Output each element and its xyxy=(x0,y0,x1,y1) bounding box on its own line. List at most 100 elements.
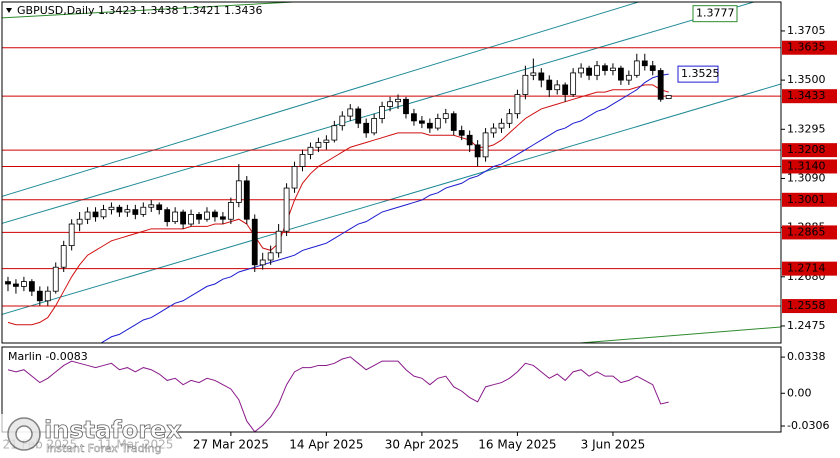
candle-body xyxy=(538,72,545,81)
candle-body xyxy=(450,113,457,131)
level-label: 1.2865 xyxy=(787,225,826,238)
y-tick-label: 1.3090 xyxy=(787,171,826,184)
y-tick-label: 1.3705 xyxy=(787,24,826,37)
candle-body xyxy=(180,211,187,225)
candle-body xyxy=(188,214,194,225)
candle-body xyxy=(20,281,27,287)
axes: 1.37051.35001.32951.30901.28851.26801.24… xyxy=(2,5,837,452)
candle-body xyxy=(347,108,354,117)
price-marker-label: 1.3777 xyxy=(696,7,735,20)
moving-average xyxy=(100,73,669,343)
candle-body xyxy=(578,67,584,74)
price-marker-box xyxy=(677,65,719,83)
candle-body xyxy=(602,65,608,71)
moving-average xyxy=(7,84,669,326)
candle-body xyxy=(44,290,51,302)
x-tick-label: 3 Jun 2025 xyxy=(581,438,646,452)
x-tick-label: 30 Apr 2025 xyxy=(385,438,459,452)
candle-body xyxy=(76,218,83,225)
watermark-tagline: Instant Forex Trading xyxy=(46,442,162,455)
watermark-logo xyxy=(15,425,33,443)
candle-body xyxy=(68,223,75,247)
price-panel xyxy=(2,47,781,343)
candle-body xyxy=(625,74,632,81)
candle-body xyxy=(594,65,600,76)
candle-body xyxy=(196,214,202,220)
candle-body xyxy=(212,211,218,218)
candle-body xyxy=(323,139,330,143)
price-frame xyxy=(1,1,782,344)
title-icon xyxy=(6,8,12,13)
candle-body xyxy=(403,98,409,115)
candle-body xyxy=(466,134,473,146)
candle-body xyxy=(522,74,529,95)
candle-body xyxy=(554,84,561,91)
watermark: instaforex Instant Forex Trading xyxy=(0,414,183,458)
candle-body xyxy=(251,218,258,266)
candle-body xyxy=(267,252,274,261)
candle-body xyxy=(219,216,226,220)
candle-body xyxy=(618,67,624,81)
candle-body xyxy=(227,202,234,220)
candle-body xyxy=(458,130,465,136)
candle-body xyxy=(506,113,513,124)
candle-body xyxy=(52,266,59,292)
candle-body xyxy=(570,72,577,95)
candle-body xyxy=(434,118,441,129)
candle-body xyxy=(5,281,11,285)
candle-body xyxy=(546,79,553,91)
channel-line xyxy=(2,2,641,197)
x-tick-label: 14 Apr 2025 xyxy=(289,438,363,452)
level-label-bg xyxy=(782,225,837,240)
level-label: 1.3433 xyxy=(787,89,826,102)
candle-body xyxy=(283,187,290,232)
candle-body xyxy=(243,180,250,220)
level-label-bg xyxy=(782,40,837,55)
trend-line xyxy=(579,326,781,343)
candle-body xyxy=(633,60,640,76)
level-label-bg xyxy=(782,261,837,276)
candle-body xyxy=(562,84,569,95)
candle-body xyxy=(379,106,386,119)
candle-body xyxy=(482,132,489,158)
candle-body xyxy=(116,206,123,213)
candle-body xyxy=(172,211,179,223)
oscillator-line xyxy=(7,356,669,432)
candle-body xyxy=(610,67,616,71)
level-label: 1.3635 xyxy=(787,41,826,54)
candle-body xyxy=(395,98,401,103)
level-label-bg xyxy=(782,159,837,174)
candle-body xyxy=(331,125,338,141)
candle-body xyxy=(418,120,425,124)
candle-body xyxy=(490,127,497,134)
price-marker-label: 1.3525 xyxy=(681,67,720,80)
candle-body xyxy=(299,154,306,167)
candle-body xyxy=(586,67,592,76)
candle-body xyxy=(355,108,362,124)
candle-body xyxy=(315,142,322,148)
candle-body xyxy=(291,166,298,189)
candle-body xyxy=(371,118,378,134)
candle-body xyxy=(36,290,43,302)
y-tick-label: 1.3295 xyxy=(787,122,826,135)
y-tick-label: 0.00 xyxy=(787,386,812,399)
candle-body xyxy=(474,144,481,158)
candle-body xyxy=(108,206,115,211)
oscillator-frame xyxy=(1,346,782,433)
candle-body xyxy=(307,146,314,155)
candle-body xyxy=(259,259,266,266)
candle-body xyxy=(514,94,521,115)
y-tick-label: 1.2475 xyxy=(787,319,826,332)
y-tick-label: 1.3500 xyxy=(787,73,826,86)
level-label-bg xyxy=(782,192,837,207)
level-label: 1.3208 xyxy=(787,143,826,156)
candle-body xyxy=(339,115,346,127)
candle-body xyxy=(665,95,672,99)
y-tick-label: -0.0306 xyxy=(787,419,829,432)
candle-body xyxy=(426,122,433,129)
candle-body xyxy=(132,209,139,215)
candle-body xyxy=(204,211,210,220)
candle-body xyxy=(411,113,417,122)
candle-body xyxy=(100,209,107,218)
candle-body xyxy=(657,70,664,100)
